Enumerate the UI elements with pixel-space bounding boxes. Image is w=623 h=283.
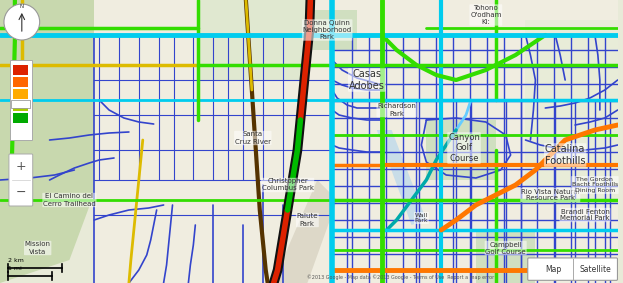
FancyBboxPatch shape <box>528 258 617 280</box>
Text: +: + <box>16 160 26 173</box>
Text: Casas
Adobes: Casas Adobes <box>349 69 385 91</box>
Text: Wall
Park: Wall Park <box>414 213 428 223</box>
Text: ©2013 Google - Map data ©2013 Google - Terms of Use  Report a map error: ©2013 Google - Map data ©2013 Google - T… <box>307 275 495 280</box>
Polygon shape <box>268 180 337 283</box>
Text: Christopher
Columbus Park: Christopher Columbus Park <box>262 179 313 192</box>
Polygon shape <box>94 0 617 283</box>
Text: 1 mi: 1 mi <box>8 266 22 271</box>
Text: Map: Map <box>545 265 561 274</box>
Text: Santa
Cruz River: Santa Cruz River <box>235 132 271 145</box>
Polygon shape <box>0 0 114 283</box>
Bar <box>13 113 28 123</box>
Text: Paiute
Park: Paiute Park <box>297 213 318 226</box>
Text: The Gordon
Bacht Foothills
Dining Room: The Gordon Bacht Foothills Dining Room <box>572 177 618 193</box>
Bar <box>11 100 30 108</box>
Text: Canyon
Golf
Course: Canyon Golf Course <box>448 133 480 163</box>
Text: Donna Quinn
Neighborhood
Park: Donna Quinn Neighborhood Park <box>303 20 352 40</box>
Circle shape <box>4 4 40 40</box>
Bar <box>10 60 32 140</box>
Text: Rio Vista Natural
Resource Park: Rio Vista Natural Resource Park <box>521 188 579 201</box>
Bar <box>13 65 28 75</box>
Text: Campbell
Golf Course: Campbell Golf Course <box>485 241 526 254</box>
Polygon shape <box>377 130 426 225</box>
Text: −: − <box>16 185 26 198</box>
Polygon shape <box>476 230 535 283</box>
Text: Catalina
Foothills: Catalina Foothills <box>545 144 586 166</box>
Text: Tohono
O'odham
Ki:: Tohono O'odham Ki: <box>470 5 502 25</box>
Text: 2 km: 2 km <box>8 258 24 263</box>
Text: El Camino del
Cerro Trailhead: El Camino del Cerro Trailhead <box>43 194 96 207</box>
Text: Richardson
Park: Richardson Park <box>377 104 416 117</box>
Polygon shape <box>198 0 307 80</box>
Text: Satellite: Satellite <box>579 265 611 274</box>
Polygon shape <box>426 120 496 180</box>
Polygon shape <box>307 10 357 50</box>
Bar <box>13 77 28 87</box>
Bar <box>13 89 28 99</box>
Text: N: N <box>20 3 24 8</box>
FancyBboxPatch shape <box>9 154 33 206</box>
Text: Brandi Fenton
Memorial Park: Brandi Fenton Memorial Park <box>560 209 610 222</box>
Text: Mission
Vista: Mission Vista <box>25 241 50 254</box>
Bar <box>13 101 28 111</box>
Polygon shape <box>525 20 617 200</box>
